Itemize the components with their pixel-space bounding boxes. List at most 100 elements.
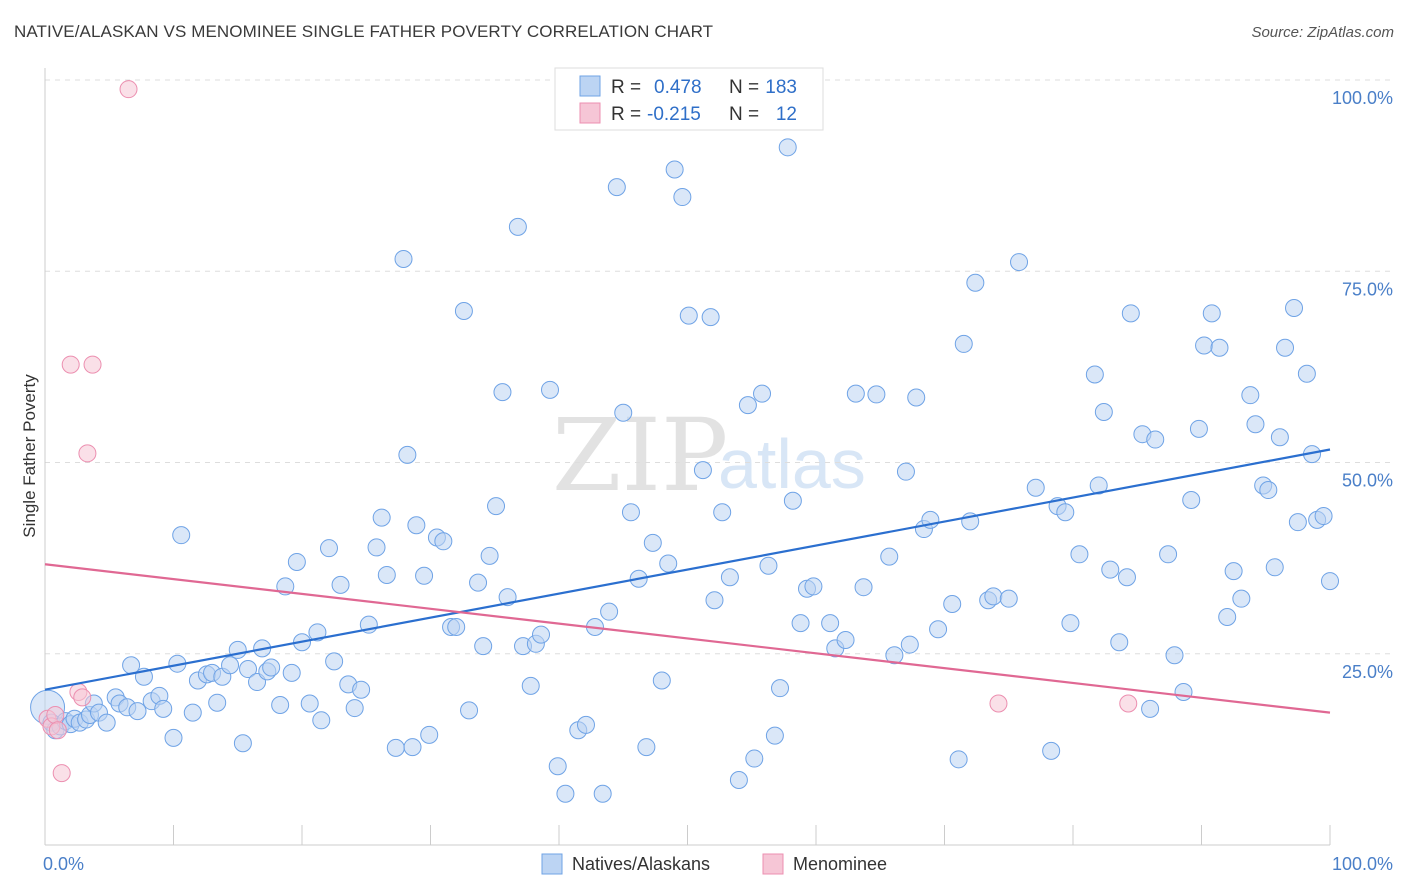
native-point — [1246, 415, 1265, 434]
menominee-point — [83, 355, 102, 374]
native-point — [415, 566, 434, 585]
native-point — [372, 508, 391, 527]
legend-n-label-native: N = — [729, 77, 759, 98]
menominee-point — [119, 80, 138, 99]
native-point — [154, 699, 173, 718]
native-point — [487, 497, 506, 516]
native-point — [745, 749, 764, 768]
native-point — [1110, 633, 1129, 652]
native-point — [836, 630, 855, 649]
legend-r-label-menominee: R = — [611, 104, 641, 125]
native-point — [665, 160, 684, 179]
native-point — [1026, 478, 1045, 497]
native-point — [1094, 403, 1113, 422]
native-point — [900, 635, 919, 654]
menominee-trend-line — [44, 563, 1331, 714]
native-point — [128, 702, 147, 721]
native-point — [233, 734, 252, 753]
native-point — [943, 595, 962, 614]
native-point — [394, 250, 413, 269]
native-point — [846, 384, 865, 403]
native-point — [907, 388, 926, 407]
native-point — [454, 302, 473, 321]
native-point — [1276, 338, 1295, 357]
x-tick-label-min: 0.0% — [43, 854, 84, 874]
native-point — [447, 617, 466, 636]
native-point — [319, 539, 338, 558]
native-point — [172, 526, 191, 545]
bottom-legend-swatch-native — [541, 853, 563, 875]
chart-title: NATIVE/ALASKAN VS MENOMINEE SINGLE FATHE… — [14, 22, 714, 41]
menominee-point — [52, 764, 71, 783]
watermark: ZIP atlas — [552, 397, 866, 514]
native-point — [403, 738, 422, 757]
native-point — [221, 656, 240, 675]
native-point — [621, 503, 640, 522]
menominee-point — [48, 721, 67, 740]
native-point — [637, 738, 656, 757]
native-point — [1089, 476, 1108, 495]
native-point — [1146, 430, 1165, 449]
native-point — [759, 556, 778, 575]
bottom-legend-label-menominee: Menominee — [793, 854, 887, 874]
bottom-legend-swatch-menominee — [762, 853, 784, 875]
y-axis-title: Single Father Poverty — [20, 374, 39, 538]
native-point — [521, 676, 540, 695]
native-point — [1174, 683, 1193, 701]
native-point — [1241, 386, 1260, 405]
native-point — [532, 625, 551, 644]
native-point — [593, 784, 612, 803]
menominee-point — [73, 688, 92, 707]
native-point — [791, 614, 810, 633]
native-point — [705, 591, 724, 610]
native-point — [867, 385, 886, 404]
menominee-point — [46, 705, 65, 724]
native-point — [1159, 545, 1178, 564]
menominee-point — [61, 355, 80, 374]
native-point — [377, 565, 396, 584]
gridlines — [45, 79, 1395, 655]
native-point — [1259, 481, 1278, 500]
native-point — [885, 646, 904, 665]
native-point — [693, 461, 712, 480]
native-point — [778, 138, 797, 157]
native-point — [753, 384, 772, 403]
native-point — [1285, 298, 1304, 317]
source-credit: Source: ZipAtlas.com — [1251, 24, 1394, 41]
native-point — [1085, 365, 1104, 384]
legend-r-value-menominee: -0.215 — [647, 104, 701, 125]
legend-r-label-native: R = — [611, 77, 641, 98]
native-point — [434, 532, 453, 551]
correlation-legend: R = 0.478 N = 183 R = -0.215 N = 12 — [554, 67, 824, 131]
native-point — [1117, 568, 1136, 587]
native-point — [804, 577, 823, 596]
native-point — [896, 462, 915, 481]
native-point — [325, 652, 344, 671]
native-point — [287, 552, 306, 571]
native-points — [30, 138, 1339, 803]
native-point — [1182, 490, 1201, 509]
native-point — [262, 658, 281, 677]
y-tick-label: 100.0% — [1332, 88, 1393, 108]
native-point — [1195, 336, 1214, 355]
legend-swatch-native — [579, 75, 601, 97]
menominee-points — [38, 80, 1138, 783]
native-point — [386, 738, 405, 757]
native-point — [183, 703, 202, 722]
native-point — [949, 750, 968, 769]
native-point — [345, 699, 364, 718]
native-point — [600, 602, 619, 621]
native-point — [984, 587, 1003, 606]
native-point — [1121, 304, 1140, 323]
native-point — [1056, 503, 1075, 522]
y-tick-label: 50.0% — [1342, 471, 1393, 491]
native-point — [607, 178, 626, 197]
native-point — [701, 308, 720, 327]
native-point — [548, 757, 567, 776]
native-point — [493, 383, 512, 402]
native-point — [208, 693, 227, 712]
native-point — [1010, 253, 1029, 272]
trend-lines — [44, 448, 1331, 714]
native-point — [282, 663, 301, 682]
